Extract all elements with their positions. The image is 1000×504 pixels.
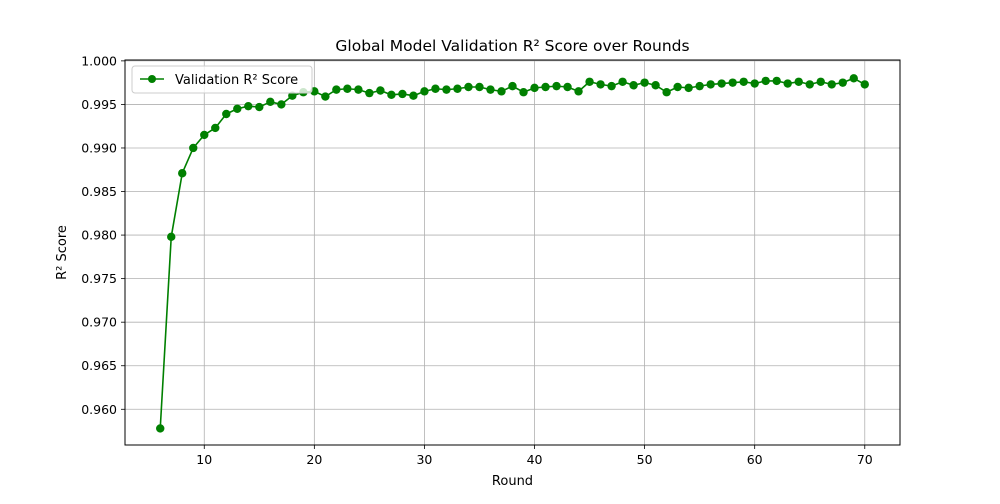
data-point [486, 85, 495, 94]
y-axis-label: R² Score [55, 225, 70, 280]
x-tick-label: 50 [637, 452, 653, 467]
series-line [159, 77, 866, 429]
data-point [464, 82, 473, 92]
legend-box [131, 65, 313, 94]
data-point [596, 80, 605, 89]
y-axis-ticks: 0.960 0.965 0.970 0.975 0.980 0.985 0.990 0.995… [81, 53, 125, 417]
x-tick-label: 20 [306, 452, 322, 467]
data-point [277, 100, 286, 109]
y-tick-label: 0.960 [81, 402, 117, 417]
data-point [233, 104, 242, 113]
x-tick-label: 10 [196, 452, 212, 467]
data-point [442, 85, 451, 94]
y-tick-label: 0.975 [81, 271, 117, 286]
data-point [288, 91, 297, 100]
y-tick-label: 0.995 [81, 97, 117, 112]
x-tick-label: 40 [527, 452, 543, 467]
data-point [321, 92, 330, 101]
data-point [761, 76, 770, 86]
legend: Validation R² Score [131, 65, 313, 94]
series-layer [156, 74, 869, 433]
y-tick-label: 0.985 [81, 184, 117, 199]
data-point [200, 130, 209, 140]
data-point [244, 101, 253, 111]
data-point [750, 79, 759, 88]
data-point [222, 109, 231, 119]
data-point [695, 81, 704, 91]
data-point [794, 77, 803, 86]
data-point [838, 78, 847, 87]
data-point [673, 82, 682, 92]
data-point [552, 81, 561, 91]
data-point [497, 87, 506, 96]
grid [125, 60, 900, 445]
x-tick-label: 70 [857, 452, 873, 467]
y-tick-label: 1.000 [81, 53, 117, 68]
data-point [365, 88, 374, 98]
data-point [772, 76, 781, 86]
data-point [211, 123, 220, 133]
data-point [354, 85, 363, 94]
data-point [519, 88, 528, 97]
data-point [651, 81, 660, 90]
data-point [167, 232, 176, 242]
data-point [783, 79, 792, 88]
data-point [706, 80, 715, 89]
plot-frame [124, 59, 901, 446]
x-axis-ticks: 10 20 30 40 50 60 70 [196, 445, 873, 467]
data-point [431, 84, 440, 93]
legend-entry-label: Validation R² Score [175, 73, 298, 88]
data-point [585, 77, 594, 86]
data-point [420, 87, 429, 96]
data-point [508, 81, 517, 91]
data-point [684, 83, 693, 93]
y-tick-label: 0.970 [81, 315, 117, 330]
data-point [607, 81, 616, 91]
x-tick-label: 30 [416, 452, 432, 467]
data-point [409, 91, 418, 100]
data-point [189, 143, 198, 153]
data-point [398, 89, 407, 99]
data-point [178, 169, 187, 178]
y-tick-label: 0.980 [81, 228, 117, 243]
data-point [662, 88, 671, 97]
data-point [860, 80, 869, 89]
data-point [574, 87, 583, 96]
data-point [541, 82, 550, 92]
data-point [255, 102, 264, 112]
data-point [156, 424, 165, 433]
legend-marker-swatch [148, 75, 156, 83]
data-point [849, 74, 858, 83]
data-point [530, 83, 539, 93]
y-tick-label: 0.965 [81, 358, 117, 373]
data-point [563, 82, 572, 92]
y-tick-label: 0.990 [81, 140, 117, 155]
x-axis-label: Round [492, 474, 533, 489]
data-point [629, 81, 638, 90]
data-point [739, 77, 748, 86]
x-tick-label: 60 [747, 452, 763, 467]
data-point [343, 84, 352, 93]
data-point [266, 97, 275, 107]
data-point [640, 78, 649, 87]
data-point [332, 85, 341, 94]
data-point [816, 77, 825, 86]
data-point [387, 90, 396, 100]
data-point [618, 77, 627, 86]
data-point [453, 84, 462, 93]
data-point [717, 79, 726, 88]
data-point [376, 86, 385, 95]
data-point [805, 80, 814, 89]
data-point [728, 78, 737, 87]
data-point [475, 82, 484, 92]
data-point [827, 80, 836, 89]
chart-title: Global Model Validation R² Score over Ro… [335, 37, 689, 55]
